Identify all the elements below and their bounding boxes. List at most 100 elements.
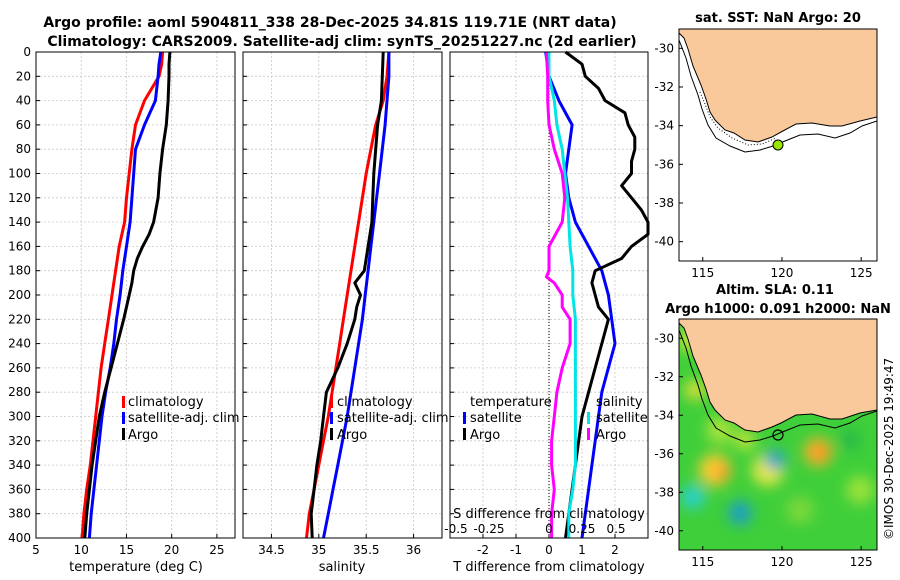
map-ticks: 115 120 125 -30 -32 -34 -36 -38 -40 115 120 125 -30 -… <box>654 41 872 569</box>
map-y-tick-label: -32 <box>654 80 674 94</box>
temperature-panel: 0 20 40 60 80 100 120 140 160 180 200 220 240 260 280 3… <box>8 45 236 557</box>
x-tick-label: 1 <box>578 543 586 557</box>
series-satellite-adj-clim <box>87 51 163 539</box>
legend-swatch-satellite <box>330 412 333 424</box>
temperature-legend: climatology satellite-adj. clim Argo <box>122 395 240 443</box>
map-y-tick-label: -30 <box>654 41 674 55</box>
difference-xlabel-top: S difference from climatology <box>453 507 645 522</box>
y-tick-label: 180 <box>8 264 31 278</box>
map-y-tick-label: -40 <box>654 524 674 538</box>
header-line-1: Argo profile: aoml 5904811_338 28-Dec-20… <box>43 15 616 31</box>
legend-label-satellite: satellite-adj. clim <box>128 411 240 426</box>
y-tick-label: 380 <box>8 507 31 521</box>
y-tick-label: 300 <box>8 410 31 424</box>
y-tick-label: 120 <box>8 191 31 205</box>
y-tick-label: 140 <box>8 215 31 229</box>
sst-map <box>678 28 878 262</box>
y-tick-label: 320 <box>8 434 31 448</box>
sla-argo-marker <box>772 429 784 441</box>
sst-coast-dots <box>699 91 777 146</box>
sst-argo-marker <box>772 139 784 151</box>
sla-map-frame <box>678 318 878 551</box>
map-x-tick-label: 115 <box>691 266 714 280</box>
map-y-tick-label: -36 <box>654 157 674 171</box>
map-y-tick-label: -30 <box>654 331 674 345</box>
sst-shelf-contour <box>679 39 877 153</box>
legend-swatch-satellite <box>122 412 125 424</box>
legend-label-salinity: salinity <box>596 395 643 410</box>
s-tick-label: 0.5 <box>606 522 625 536</box>
legend-swatch-climatology <box>122 396 125 408</box>
map-y-tick-label: -34 <box>654 408 674 422</box>
x-tick-label: 15 <box>119 543 134 557</box>
x-tick-label: 25 <box>209 543 224 557</box>
header-line-2: Climatology: CARS2009. Satellite-adj cli… <box>47 34 636 50</box>
x-tick-label: 0 <box>545 543 553 557</box>
map-y-tick-label: -40 <box>654 235 674 249</box>
sla-map-title-2: Argo h1000: 0.091 h2000: NaN <box>665 302 891 317</box>
x-tick-label: 35.5 <box>353 543 380 557</box>
legend-label-t-argo: Argo <box>470 428 500 443</box>
s-tick-label: 0.25 <box>569 522 596 536</box>
y-tick-label: 100 <box>8 167 31 181</box>
series-argo <box>83 51 172 539</box>
y-tick-label: 220 <box>8 312 31 326</box>
sla-shelf-contour <box>679 329 877 443</box>
x-tick-label: 36 <box>406 543 421 557</box>
map-x-tick-label: 115 <box>691 555 714 569</box>
series-climatology <box>80 51 165 539</box>
legend-swatch-climatology <box>330 396 333 408</box>
plot-frame <box>35 51 236 539</box>
sst-map-frame <box>678 28 878 262</box>
series-climatology <box>305 51 391 539</box>
s-tick-label: -0.5 <box>444 522 467 536</box>
y-tick-label: 80 <box>16 142 31 156</box>
legend-swatch-t-argo <box>463 428 466 440</box>
map-y-tick-label: -34 <box>654 119 674 133</box>
legend-swatch-t-satellite <box>463 412 466 424</box>
x-tick-label: 35 <box>311 543 326 557</box>
map-y-tick-label: -38 <box>654 196 674 210</box>
s-tick-label: 0 <box>545 522 553 536</box>
y-tick-label: 60 <box>16 118 31 132</box>
y-tick-label: 360 <box>8 482 31 496</box>
plot-frame <box>449 51 649 539</box>
legend-swatch-s-argo <box>587 428 590 440</box>
map-x-tick-label: 125 <box>850 555 873 569</box>
series-satellite-adj-clim <box>322 52 391 539</box>
x-tick-label: -2 <box>477 543 489 557</box>
plot-frame <box>242 51 443 539</box>
x-tick-label: 2 <box>611 543 619 557</box>
y-tick-label: 160 <box>8 239 31 253</box>
x-tick-label: -1 <box>510 543 522 557</box>
y-tick-label: 260 <box>8 361 31 375</box>
sst-land <box>679 29 877 143</box>
legend-label-climatology: climatology <box>128 395 204 410</box>
series-t-satellite <box>544 51 617 539</box>
x-tick-label: 10 <box>74 543 89 557</box>
legend-label-t-satellite: satellite <box>470 411 522 426</box>
map-y-tick-label: -36 <box>654 447 674 461</box>
s-tick-label: -0.25 <box>473 522 504 536</box>
x-tick-label: 34.5 <box>258 543 285 557</box>
legend-label-argo: Argo <box>337 428 367 443</box>
map-x-tick-label: 125 <box>850 266 873 280</box>
y-tick-label: 0 <box>23 45 31 59</box>
y-tick-label: 40 <box>16 94 31 108</box>
legend-label-climatology: climatology <box>337 395 413 410</box>
sla-map-title-1: Altim. SLA: 0.11 <box>716 283 834 298</box>
y-tick-label: 280 <box>8 385 31 399</box>
sla-map <box>678 318 878 551</box>
map-y-tick-label: -38 <box>654 485 674 499</box>
salinity-legend: climatology satellite-adj. clim Argo <box>330 395 449 443</box>
temperature-xlabel: temperature (deg C) <box>69 560 203 575</box>
x-tick-label: 5 <box>32 543 40 557</box>
legend-swatch-argo <box>330 428 333 440</box>
difference-panel: -2 -1 0 1 2 <box>449 50 650 557</box>
legend-label-temperature: temperature <box>470 395 552 410</box>
map-x-tick-label: 120 <box>771 555 794 569</box>
legend-label-satellite: satellite-adj. clim <box>337 411 449 426</box>
legend-label-argo: Argo <box>128 428 158 443</box>
series-s-argo <box>544 51 572 538</box>
